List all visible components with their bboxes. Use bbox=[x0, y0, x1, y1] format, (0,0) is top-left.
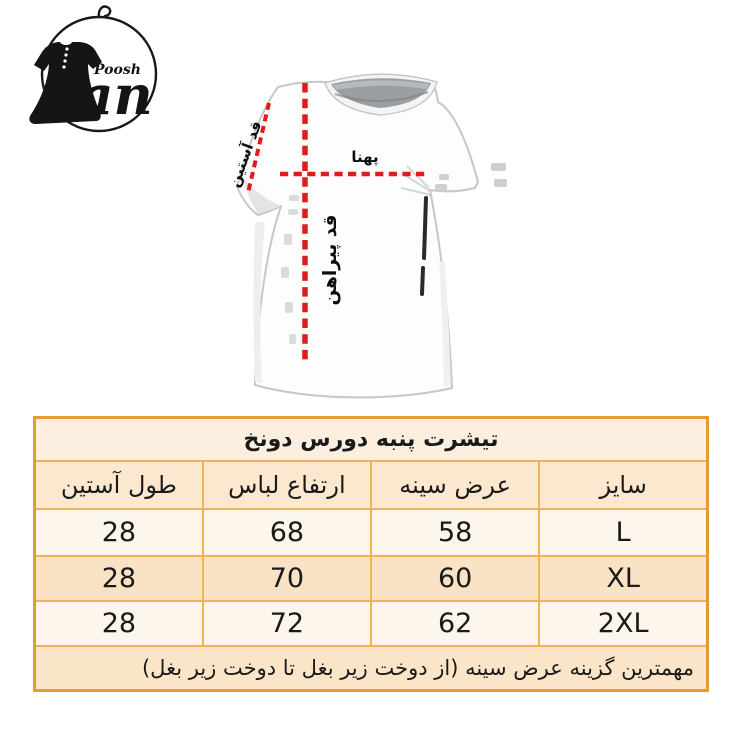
table-row-XL: XL 60 70 28 bbox=[33, 555, 709, 602]
table-footnote-row: مهمترین گزینه عرض سینه (از دوخت زیر بغل … bbox=[33, 645, 709, 692]
label-width: پهنا bbox=[351, 148, 378, 167]
cell-garment-height: 72 bbox=[201, 600, 373, 647]
cell-sleeve-length: 28 bbox=[33, 555, 204, 602]
cell-chest-width: 62 bbox=[369, 600, 541, 647]
body-shade-left bbox=[253, 222, 265, 383]
col-header-chest-width: عرض سینه bbox=[369, 460, 541, 510]
cell-chest-width: 58 bbox=[369, 508, 541, 557]
table-row-L: L 58 68 28 bbox=[33, 508, 709, 557]
brand-logo: ian Poosh bbox=[29, 5, 158, 133]
zipper-dot-icon bbox=[65, 47, 69, 51]
hanger-hook-icon bbox=[97, 5, 112, 19]
tshirt-measurement-diagram: پهنا قد پیراهن قد آستین bbox=[225, 73, 507, 399]
table-title-row: تیشرت پنبه دورس دونخ bbox=[33, 416, 709, 462]
brand-script-text: ian bbox=[58, 63, 153, 127]
cell-size: 2XL bbox=[538, 600, 709, 647]
cell-chest-width: 60 bbox=[369, 555, 541, 602]
col-header-sleeve-length: طول آستین bbox=[33, 460, 204, 510]
table-footnote: مهمترین گزینه عرض سینه (از دوخت زیر بغل … bbox=[33, 645, 709, 692]
cell-sleeve-length: 28 bbox=[33, 600, 204, 647]
cell-sleeve-length: 28 bbox=[33, 508, 204, 557]
brand-sub-text: Poosh bbox=[93, 62, 141, 78]
cell-garment-height: 68 bbox=[201, 508, 373, 557]
col-header-garment-height: ارتفاع لباس bbox=[201, 460, 373, 510]
zipper-dot-icon bbox=[63, 59, 67, 63]
col-header-size: سایز bbox=[538, 460, 709, 510]
neck-inner-band bbox=[333, 80, 429, 90]
cell-size: L bbox=[538, 508, 709, 557]
table-row-2XL: 2XL 62 72 28 bbox=[33, 600, 709, 647]
seam-highlight-marks bbox=[281, 195, 299, 344]
label-shirt-length: قد پیراهن bbox=[320, 214, 341, 305]
zipper-dot-icon bbox=[64, 53, 68, 57]
table-title: تیشرت پنبه دورس دونخ bbox=[33, 416, 709, 462]
cell-garment-height: 70 bbox=[201, 555, 373, 602]
zipper-dot-icon bbox=[62, 65, 66, 69]
dress-silhouette-icon bbox=[29, 42, 103, 124]
cell-size: XL bbox=[538, 555, 709, 602]
side-crease-dark bbox=[420, 196, 428, 296]
size-table: تیشرت پنبه دورس دونخ سایز عرض سینه ارتفا… bbox=[33, 416, 709, 692]
body-shade-right bbox=[439, 262, 451, 387]
tshirt-body bbox=[236, 80, 479, 399]
armpit-creases bbox=[400, 165, 432, 196]
neck-bottom-edge bbox=[334, 91, 429, 102]
sleeve-highlight-marks bbox=[435, 163, 507, 191]
sleeve-length-line bbox=[246, 102, 271, 194]
sleeve-shadow bbox=[243, 178, 281, 214]
table-header-row: سایز عرض سینه ارتفاع لباس طول آستین bbox=[33, 460, 709, 510]
